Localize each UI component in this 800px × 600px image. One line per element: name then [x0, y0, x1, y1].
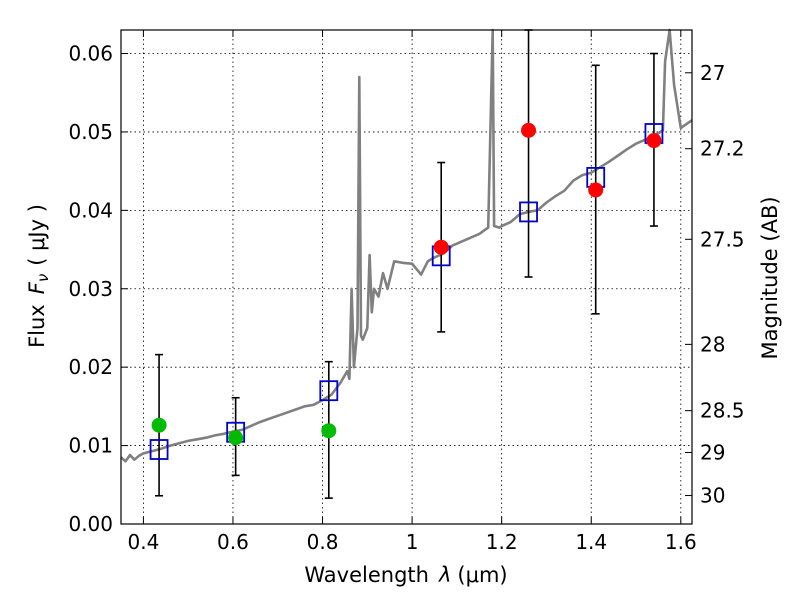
mag-tick-label: 27.2: [700, 137, 745, 161]
model-spectrum-line: [120, 28, 693, 463]
observed-flux-point: [521, 122, 537, 138]
x-axis-label-unit: (μm): [457, 563, 507, 587]
tick-layer: 0.4 0.6 0.8 1 1.2 1.4 1.6 0.00 0.01 0.02 0.03 0.04 0…: [68, 30, 745, 554]
observed-flux-point: [588, 182, 604, 198]
y-axis-label-prefix: Flux: [25, 304, 49, 348]
observed-flux-point: [151, 417, 167, 433]
plot-frame: [120, 29, 693, 525]
x-axis-label-symbol: λ: [438, 563, 451, 587]
y-axis-label-symbol: F: [25, 281, 49, 294]
x-tick-label: 0.6: [217, 530, 249, 554]
x-tick-label: 1.4: [575, 530, 607, 554]
mag-tick-label: 29: [700, 440, 725, 464]
mag-tick-label: 28: [700, 332, 725, 356]
y-tick-label: 0.03: [68, 277, 113, 301]
observed-flux-point: [646, 133, 662, 149]
observed-flux-point: [433, 239, 449, 255]
magnitude-axis-label: Magnitude (AB): [758, 196, 782, 359]
x-tick-label: 0.8: [307, 530, 339, 554]
observed-flux-point: [321, 423, 337, 439]
model-photometry-square: [519, 201, 538, 223]
y-tick-label: 0.02: [68, 355, 113, 379]
mag-tick-label: 27: [700, 61, 725, 85]
x-axis-label-prefix: Wavelength: [304, 563, 429, 587]
model-photometry-square: [319, 380, 339, 402]
mag-tick-label: 30: [700, 484, 725, 508]
mag-tick-label: 28.5: [700, 399, 745, 423]
grid-layer: [121, 30, 692, 524]
y-tick-label: 0.05: [68, 120, 113, 144]
x-tick-label: 1.6: [665, 530, 697, 554]
y-tick-label: 0.06: [68, 42, 113, 66]
mag-tick-label: 27.5: [700, 227, 745, 251]
marker-layer: [149, 122, 664, 460]
y-axis-label: Flux Fν ( μJy ): [25, 204, 52, 348]
x-axis-label: Wavelength λ (μm): [304, 563, 507, 587]
spectrum-layer: [120, 28, 693, 463]
x-tick-label: 0.4: [127, 530, 159, 554]
y-tick-label: 0.01: [68, 434, 113, 458]
y-axis-label-unit: ( μJy ): [25, 204, 49, 266]
x-tick-label: 1.2: [486, 530, 518, 554]
y-axis-label-symbol-sub: ν: [34, 274, 52, 282]
x-tick-label: 1: [406, 530, 419, 554]
y-tick-label: 0.00: [68, 512, 113, 536]
y-tick-label: 0.04: [68, 198, 113, 222]
model-photometry-square: [149, 439, 169, 460]
observed-flux-point: [228, 430, 244, 446]
